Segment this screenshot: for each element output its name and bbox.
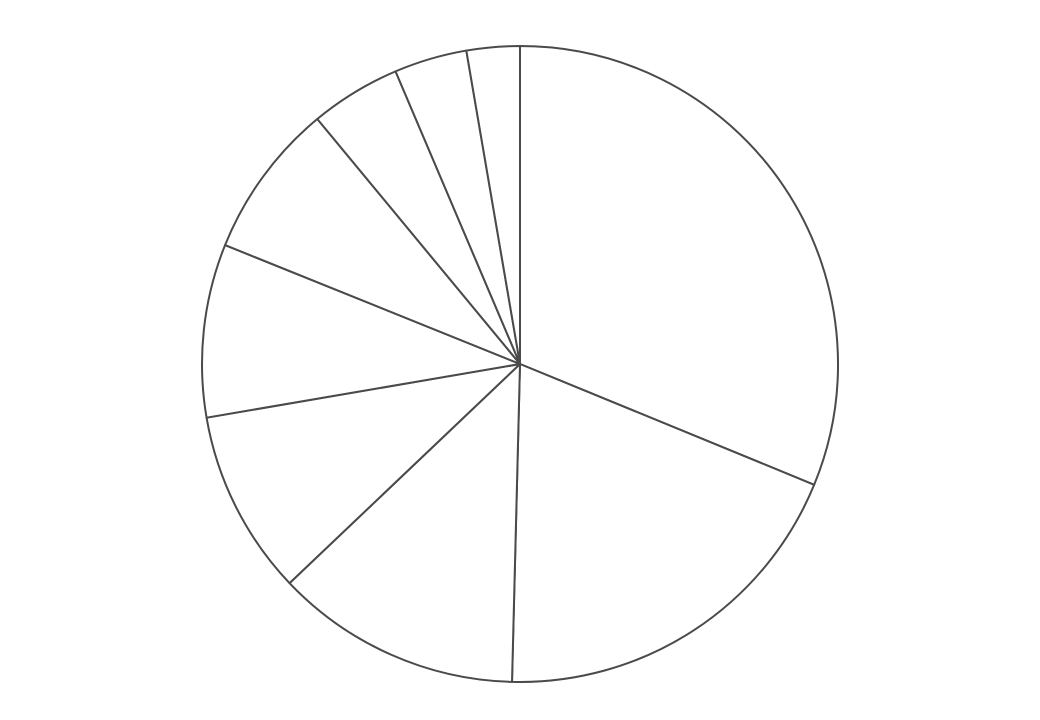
pie-slice-2: [511, 363, 816, 683]
pie-slice-1: [519, 45, 839, 486]
pie-slice-9: [465, 45, 521, 365]
pie-slice-4: [205, 363, 521, 585]
pie-slice-3: [288, 363, 521, 683]
pie-slices: [201, 45, 839, 683]
pie-slice-6: [224, 117, 521, 365]
pie-slice-5: [201, 244, 521, 419]
